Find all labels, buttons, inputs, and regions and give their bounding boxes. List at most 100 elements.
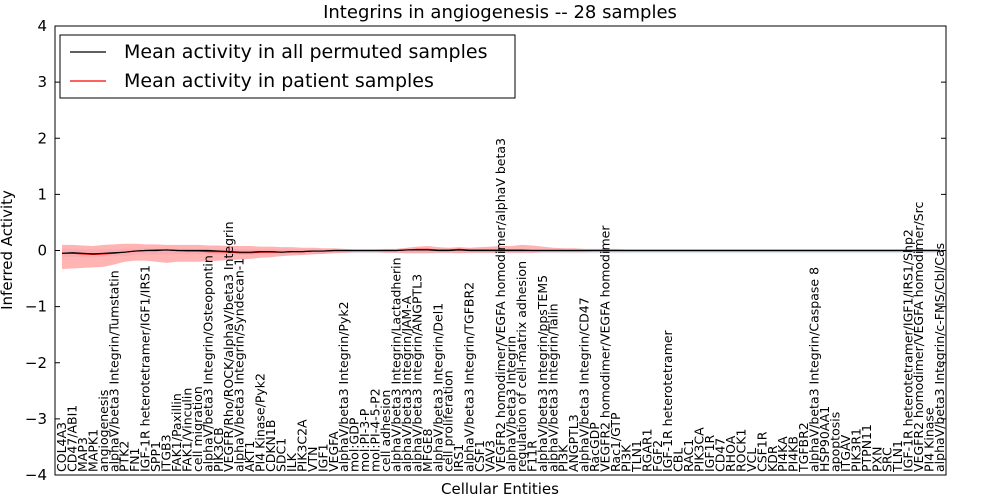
category-label: RAC1 [681,439,696,472]
category-label: VAV3 [483,440,498,472]
category-label: PTPN11 [859,424,874,472]
category-label: VEGFR2 homodimer/VEGFA homodimer/alphaV … [493,138,508,472]
category-label: PI4 Kinase [922,407,937,472]
category-label: mol:GDP [347,417,362,472]
category-label: angiogenesis [96,390,111,472]
category-label: FAK1/Vinculin [179,388,194,472]
category-label: alphaV/beta3 Integrin [503,336,518,472]
category-label: F11R [524,440,539,472]
category-label: Rac1/GTP [608,412,623,472]
category-label: SRC [880,447,895,472]
y-tick-label: 3 [37,73,47,91]
category-label: ROCK1 [733,429,748,472]
category-label: PTK2 [117,441,132,472]
category-label: PI4KA [775,436,790,472]
category-label: PIK3C2A [294,419,309,472]
y-axis-label: Inferred Activity [0,190,16,310]
category-label: IGF-1R heterotetramer/IGF1/IRS1 [138,265,153,472]
category-label: alphaV/beta3 Integrin/CD47 [577,297,592,472]
category-label: cell migration [190,386,205,472]
category-label: MFGE8 [420,428,435,472]
legend-box [59,34,516,99]
category-label: FGF2 [650,440,665,472]
category-label: HSP90AA1 [817,406,832,472]
category-label: IGF-1R heterotetramer [660,329,675,472]
category-label: SDC1 [274,438,289,472]
category-label: PIK3R1 [848,428,863,472]
category-label: TLN1 [890,440,905,473]
category-label: cell proliferation [441,370,456,472]
category-label: MAPK1 [85,429,100,472]
chart-title: Integrins in angiogenesis -- 28 samples [323,2,677,23]
category-label: alphaV/beta3 Integrin/c-FMS/Cbl/Cas [932,243,947,472]
category-label: VEGFR2 homodimer/VEGFA homodimer/Src [911,202,926,472]
category-label: FAK1/Paxillin [169,393,184,472]
category-label: PI4KB [786,436,801,472]
category-label: CBL [671,448,686,472]
category-label: ITGB3 [159,434,174,472]
series-line-permuted [61,249,940,255]
category-label: ILK [284,452,299,472]
category-label: alphaV/beta3 Integrin/Caspase 8 [807,267,822,472]
plot-area: COL4A3CD47/ABI1MAP3MAPK1angiogenesisalph… [25,17,947,484]
y-tick-label: 4 [37,17,47,35]
category-label: alphaV/beta3 Integrin/TGFBR2 [462,282,477,472]
category-label: alphaV/beta3 Integrin/ANGPTL3 [409,274,424,472]
category-label: PI4 Kinase/Pyk2 [253,373,268,472]
y-tick-label: −4 [25,466,47,484]
category-label: mol:PI-4-5-P2 [368,388,383,472]
y-tick-label: 0 [37,242,47,260]
legend-patient-label: Mean activity in patient samples [124,70,434,92]
category-label: CD47/ABI1 [64,405,79,472]
category-label: alphaV/beta3 Integrin/ppsTEM5 [535,275,550,472]
category-label: IGF1 [315,443,330,472]
category-label: IGF1R [702,434,717,472]
category-label: COL4A3 [54,422,69,472]
series-lines [61,248,940,256]
category-label: apoptosis [827,412,842,472]
category-label: alphaV/beta3 Integrin/Lactadherin [388,257,403,472]
category-label: VTN [305,446,320,472]
category-label: alphaV/beta3 Integrin/Syndecan-1 [232,258,247,472]
category-label: CDKN1B [263,420,278,472]
y-axis-ticks: −4 −3 −2 −1 0 1 2 3 4 [25,17,946,484]
category-label: SPP1 [148,441,163,472]
category-label: RacGDP [587,422,602,472]
category-label: TLN1 [629,440,644,473]
category-label: VEGFR/Rho/ROCK/alphaV/beta3 Integrin [221,221,236,472]
category-label: FN1 [127,448,142,473]
category-label: VEGFA [326,431,341,472]
category-label: VEGFR2 homodimer/VEGFA homodimer [598,225,613,472]
category-label: MAP3 [75,437,90,472]
category-label: alphaV/beta3 Integrin/Del1 [430,303,445,472]
category-label: ANGPTL3 [566,414,581,472]
category-label: CSF1 [472,440,487,472]
category-label: alphaV/beta3 Integrin/Osteopontin [200,255,215,472]
category-label: PI3K [618,444,633,472]
category-label: TGFBR2 [796,422,811,473]
category-label: RHOA [723,435,738,472]
category-label: IRS1 [451,444,466,472]
category-label: alphaV/beta3 Integrin/JAM-A [399,296,414,472]
category-label: PIK3CA [692,427,707,472]
category-label: KDR [765,445,780,472]
y-tick-label: −3 [25,410,47,428]
legend-permuted-label: Mean activity in all permuted samples [124,41,487,63]
category-label: regulation of cell-matrix adhesion [514,261,529,472]
y-tick-label: −2 [25,354,47,372]
y-tick-label: −1 [25,298,47,316]
legend: Mean activity in all permuted samples Me… [59,34,516,99]
category-label: CD47 [713,438,728,472]
category-label: mol:PI-3-P [357,408,372,472]
x-axis-label: Cellular Entities [441,480,559,498]
category-label: RGAR1 [639,428,654,472]
y-tick-label: 2 [37,129,47,147]
category-label: CSF1R [754,431,769,472]
category-label: alphaV/beta3 Integrin/Pyk2 [336,301,351,472]
category-label: ITGAV [838,434,853,472]
category-label: IGF-1R heterotetramer/IGF1/IRS1/Shp2 [901,229,916,472]
category-label: alphaV/beta3 Integrin/Tumstatin [106,270,121,472]
category-labels: COL4A3CD47/ABI1MAP3MAPK1angiogenesisalph… [54,138,947,473]
category-label: alphaV/beta3 Integrin/Talin [545,304,560,473]
